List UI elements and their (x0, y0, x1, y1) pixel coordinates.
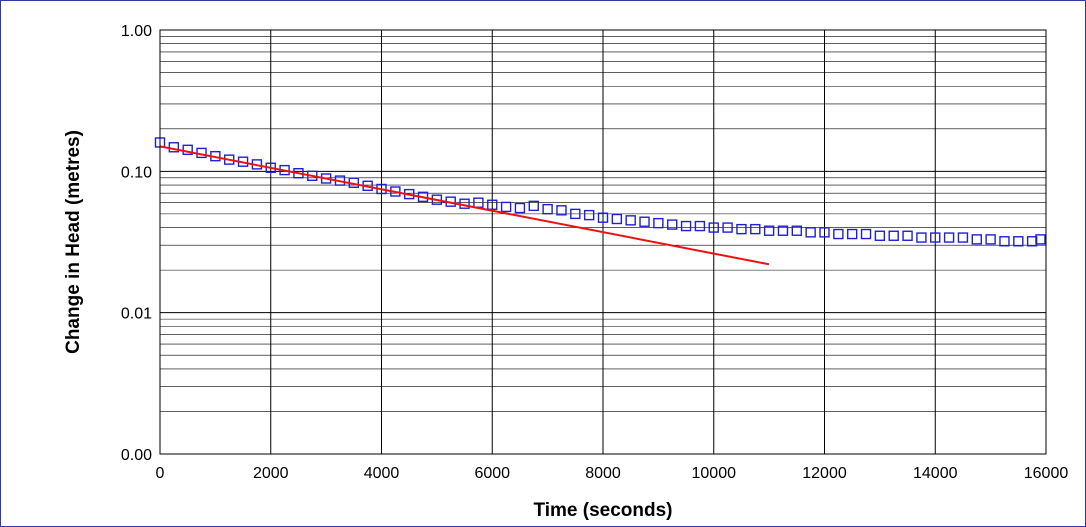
data-point-marker (750, 223, 761, 235)
data-point-marker (570, 208, 581, 220)
data-point-marker (819, 227, 830, 238)
data-point-marker (653, 217, 664, 229)
y-axis-title: Change in Head (metres) (63, 130, 84, 354)
data-point-marker (500, 201, 512, 213)
x-tick-label: 14000 (913, 465, 958, 482)
data-point-marker (930, 232, 941, 243)
x-tick-label: 4000 (364, 465, 400, 482)
data-point-marker (487, 199, 498, 210)
x-tick-label: 16000 (1024, 465, 1069, 482)
data-point-marker (791, 225, 803, 236)
data-point-marker (528, 200, 539, 212)
data-point-marker (943, 232, 955, 243)
data-point-marker (680, 220, 692, 232)
y-tick-label: 1.00 (121, 23, 152, 40)
data-point-marker (514, 202, 526, 214)
data-point-marker (667, 219, 678, 230)
data-point-marker (763, 225, 775, 236)
data-point-marker (736, 223, 747, 235)
trend-line (159, 145, 770, 266)
data-point-marker (805, 227, 816, 238)
data-point-marker (846, 228, 858, 240)
data-point-marker (957, 232, 969, 243)
plot-border (159, 29, 1047, 455)
measured-head-markers (154, 137, 1046, 247)
data-point-marker (888, 230, 899, 241)
data-point-marker (971, 234, 982, 245)
x-tick-label: 10000 (692, 465, 737, 482)
data-point-marker (985, 234, 996, 245)
data-point-marker (597, 212, 609, 223)
x-tick-label: 12000 (802, 465, 847, 482)
data-point-marker (874, 230, 886, 241)
data-point-marker (777, 225, 789, 236)
data-point-marker (902, 230, 913, 241)
data-point-marker (999, 236, 1010, 247)
data-point-marker (860, 228, 872, 240)
data-point-marker (916, 232, 927, 243)
data-point-marker (708, 222, 719, 233)
y-tick-label: 0.01 (121, 306, 152, 323)
data-point-marker (611, 213, 623, 225)
data-point-marker (694, 220, 706, 232)
x-tick-label: 8000 (585, 465, 621, 482)
data-point-marker (182, 144, 193, 156)
x-tick-labels: 0 2000 4000 6000 8000 10000 12000 14000 16000 (156, 465, 1069, 482)
y-tick-labels: 0.00 0.01 0.10 1.00 (121, 23, 152, 464)
y-tick-label: 0.00 (121, 447, 152, 464)
fitted-line (159, 145, 770, 266)
data-point-marker (722, 222, 733, 233)
data-point-marker (625, 215, 636, 226)
x-tick-label: 0 (156, 465, 165, 482)
x-tick-label: 6000 (474, 465, 510, 482)
x-axis-title: Time (seconds) (533, 500, 672, 521)
data-point-marker (1013, 236, 1024, 247)
data-point-marker (1035, 234, 1046, 245)
data-point-marker (833, 228, 844, 240)
data-point-marker (542, 203, 553, 215)
data-point-marker (639, 216, 650, 227)
data-point-marker (583, 209, 595, 221)
data-point-marker (556, 205, 567, 216)
x-tick-label: 2000 (253, 465, 289, 482)
y-tick-label: 0.10 (121, 164, 152, 181)
